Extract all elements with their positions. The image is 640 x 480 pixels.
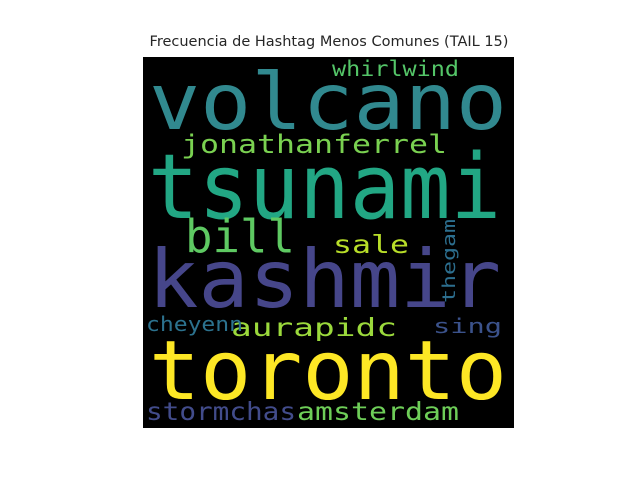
word-aurapidc: aurapidc	[231, 313, 397, 342]
word-stormchas: stormchas	[146, 397, 296, 426]
word-tsunami: tsunami	[148, 135, 501, 240]
word-cheyenn: cheyenn	[146, 312, 243, 336]
word-thegam: thegam	[439, 219, 460, 303]
chart-title: Frecuencia de Hashtag Menos Comunes (TAI…	[149, 34, 509, 50]
word-volcano: volcano	[149, 58, 507, 148]
word-jonathanferrel: jonathanferrel	[181, 130, 447, 160]
word-sale: sale	[333, 230, 409, 259]
word-toronto: toronto	[149, 324, 507, 419]
word-whirlwind: whirlwind	[332, 57, 459, 81]
word-kashmir: kashmir	[148, 233, 501, 326]
word-sing: sing	[433, 314, 502, 338]
word-bill: bill	[185, 210, 295, 263]
word-amsterdam: amsterdam	[297, 397, 459, 426]
cloud-background	[143, 57, 514, 428]
